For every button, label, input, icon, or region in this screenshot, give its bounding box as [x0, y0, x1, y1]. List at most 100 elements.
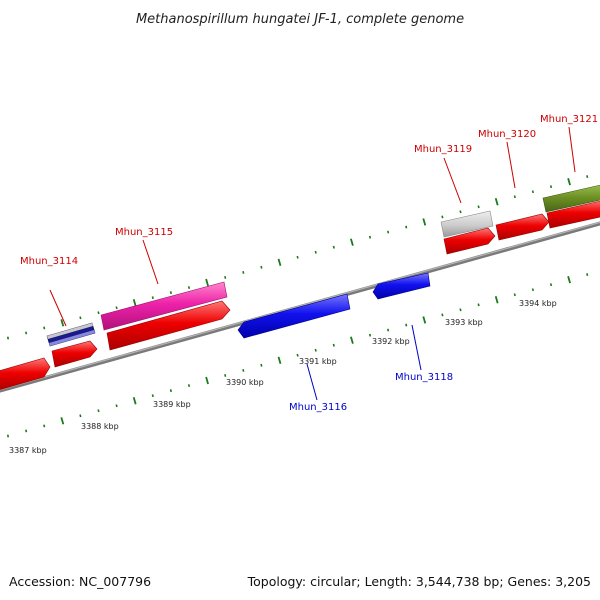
minor-tick: [169, 291, 172, 295]
major-tick: [350, 336, 354, 344]
minor-tick: [6, 336, 10, 340]
cds-feature[interactable]: [372, 272, 431, 300]
cds-feature[interactable]: [237, 293, 351, 339]
forward-tick-row: [6, 175, 589, 340]
tick-label: 3391 kbp: [299, 357, 337, 366]
minor-tick: [387, 328, 390, 332]
cds-feature[interactable]: [546, 200, 600, 229]
major-tick: [132, 396, 137, 405]
cds-feature[interactable]: [106, 300, 231, 351]
minor-tick: [332, 343, 335, 347]
minor-tick: [169, 389, 172, 393]
minor-tick: [513, 293, 516, 297]
major-tick: [60, 319, 65, 327]
gene-feature[interactable]: [100, 281, 228, 331]
tick-label: 3392 kbp: [372, 337, 410, 346]
reverse-cds-track: [237, 272, 431, 339]
minor-tick: [387, 230, 390, 234]
minor-tick: [531, 288, 534, 292]
minor-tick: [242, 369, 245, 372]
gene-label[interactable]: Mhun_3120: [478, 129, 536, 140]
minor-tick: [43, 424, 46, 428]
minor-tick: [187, 286, 191, 289]
minor-tick: [115, 306, 118, 310]
cds-feature[interactable]: [0, 357, 51, 391]
minor-tick: [314, 348, 317, 352]
minor-tick: [549, 185, 553, 189]
minor-tick: [314, 250, 317, 254]
forward-cds-track: [0, 200, 600, 391]
minor-tick: [187, 384, 191, 387]
gene-feature[interactable]: [440, 210, 494, 238]
minor-tick: [441, 313, 444, 317]
minor-tick: [115, 404, 118, 408]
minor-tick: [260, 363, 263, 367]
minor-tick: [368, 333, 372, 337]
minor-tick: [97, 311, 100, 315]
tick-label: 3387 kbp: [9, 446, 47, 455]
minor-tick: [224, 276, 227, 279]
major-tick: [205, 376, 209, 385]
minor-tick: [332, 245, 335, 249]
minor-tick: [224, 374, 227, 377]
gene-label[interactable]: Mhun_3121: [540, 114, 598, 125]
genome-summary-text: Topology: circular; Length: 3,544,738 bp…: [247, 574, 591, 589]
major-tick: [494, 198, 499, 206]
minor-tick: [459, 210, 462, 214]
minor-tick: [296, 353, 299, 357]
tick-label: 3389 kbp: [153, 400, 191, 409]
label-leader-lines: [49, 126, 576, 401]
minor-tick: [405, 225, 408, 229]
cds-feature[interactable]: [443, 227, 496, 255]
minor-tick: [441, 215, 444, 219]
minor-tick: [296, 255, 299, 259]
gene-labels: Mhun_3114 Mhun_3115 Mhun_3116 Mhun_3118 …: [20, 114, 598, 413]
minor-tick: [260, 265, 263, 269]
minor-tick: [79, 414, 82, 418]
gene-label[interactable]: Mhun_3116: [289, 402, 347, 413]
minor-tick: [513, 195, 516, 199]
scale-labels: 3387 kbp 3388 kbp 3389 kbp 3390 kbp 3391…: [9, 299, 557, 455]
major-tick: [277, 356, 282, 365]
gene-label[interactable]: Mhun_3115: [115, 227, 173, 238]
accession-text: Accession: NC_007796: [9, 574, 151, 589]
minor-tick: [79, 316, 82, 320]
reverse-tick-row: [6, 273, 589, 438]
minor-tick: [586, 273, 589, 276]
gene-label[interactable]: Mhun_3118: [395, 372, 453, 383]
tick-label: 3388 kbp: [81, 422, 119, 431]
minor-tick: [151, 296, 154, 300]
major-tick: [422, 316, 427, 324]
minor-tick: [25, 429, 28, 433]
minor-tick: [25, 331, 28, 335]
major-tick: [132, 298, 137, 307]
gene-label[interactable]: Mhun_3119: [414, 144, 472, 155]
gene-feature[interactable]: [542, 184, 600, 213]
major-tick: [350, 238, 354, 246]
minor-tick: [151, 394, 154, 398]
tick-label: 3390 kbp: [226, 378, 264, 387]
minor-tick: [6, 434, 10, 438]
cds-feature[interactable]: [51, 340, 98, 368]
minor-tick: [43, 326, 46, 330]
major-tick: [567, 177, 571, 186]
minor-tick: [242, 271, 245, 274]
minor-tick: [531, 190, 534, 194]
gene-label[interactable]: Mhun_3114: [20, 256, 78, 267]
minor-tick: [549, 283, 553, 287]
minor-tick: [459, 308, 462, 312]
major-tick: [422, 218, 427, 226]
gene-feature-track: [46, 184, 600, 347]
minor-tick: [405, 323, 408, 327]
map-title: Methanospirillum hungatei JF-1, complete…: [136, 12, 464, 27]
minor-tick: [97, 409, 100, 413]
cds-feature[interactable]: [495, 213, 550, 241]
major-tick: [60, 417, 65, 425]
major-tick: [567, 275, 571, 284]
major-tick: [205, 278, 209, 287]
major-tick: [494, 296, 499, 304]
minor-tick: [368, 235, 372, 239]
tick-label: 3394 kbp: [519, 299, 557, 308]
minor-tick: [586, 175, 589, 178]
